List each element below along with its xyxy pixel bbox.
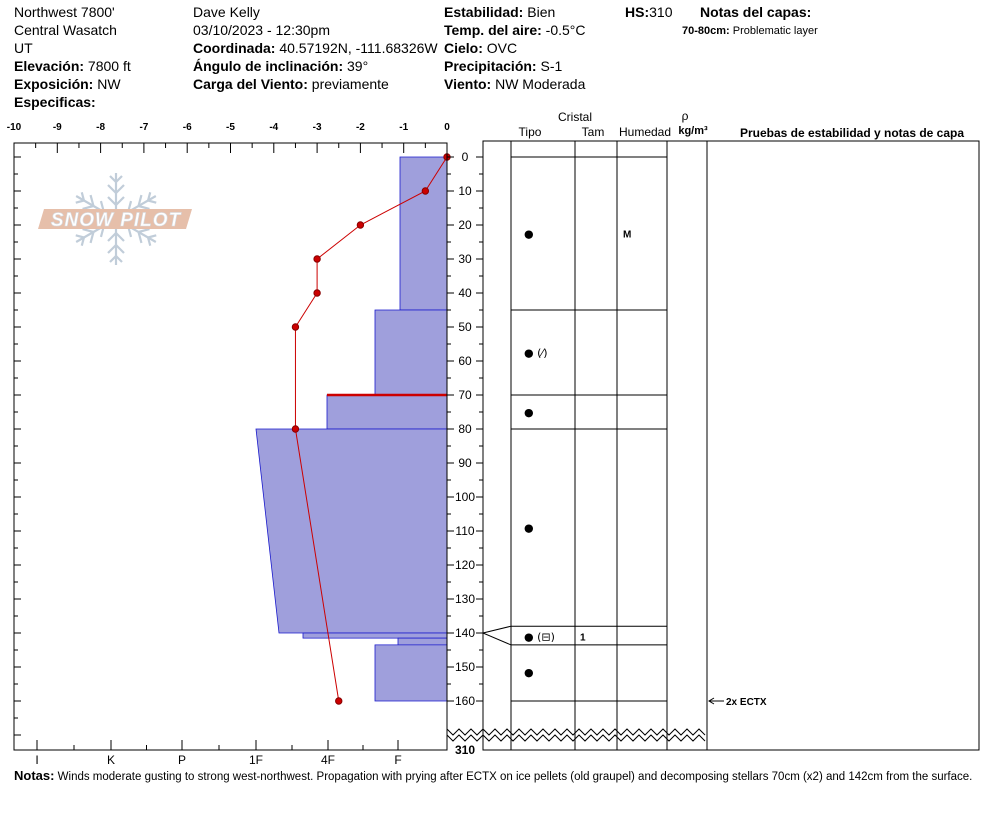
crystal-type: ● (524, 666, 534, 679)
aspect-line: Exposición: NW (14, 76, 121, 92)
weather-block: Estabilidad: Bien Temp. del aire: -0.5°C… (444, 3, 586, 93)
temp-tick-label: -6 (183, 122, 192, 133)
temperature-point (291, 323, 300, 331)
density-unit-header: kg/m³ (678, 125, 708, 137)
temperature-point (291, 425, 300, 433)
depth-tick-label: 120 (455, 558, 475, 572)
depth-tick-label: 50 (458, 320, 472, 334)
depth-tick-label: 150 (455, 660, 475, 674)
depth-tick-label: 0 (462, 150, 469, 164)
test-arrowhead (708, 697, 715, 705)
crystal-type: ● (524, 522, 534, 535)
stability-line: Estabilidad: Bien (444, 4, 556, 20)
snowpilot-logo: SNOW PILOT (38, 173, 192, 267)
hardness-layer (255, 428, 448, 634)
logo-text: SNOW PILOT (51, 210, 182, 231)
specifics-line: Especificas: (14, 94, 96, 110)
hardness-tick-label: K (107, 753, 115, 767)
temperature-point (313, 289, 321, 297)
hardness-layer (326, 394, 448, 430)
depth-tick-label: 100 (455, 490, 475, 504)
location: Northwest 7800' (14, 4, 115, 20)
datetime: 03/10/2023 - 12:30pm (193, 22, 330, 38)
sky-line: Cielo: OVC (444, 40, 518, 56)
depth-tick-label: 130 (455, 592, 475, 606)
air-temp-line: Temp. del aire: -0.5°C (444, 22, 586, 38)
location-block: Northwest 7800' Central Wasatch UT Eleva… (14, 3, 131, 111)
temperature-point (313, 255, 321, 263)
depth-tick-label: 60 (458, 354, 472, 368)
hardness-tick-label: P (178, 753, 186, 767)
temp-tick-label: -8 (96, 122, 105, 133)
temperature-point (421, 187, 430, 195)
hardness-tick-label: I (35, 753, 38, 767)
temp-tick-label: 0 (444, 122, 450, 133)
depth-tick-label: 160 (455, 694, 475, 708)
layer-notes-label: Notas del capas: (700, 4, 812, 20)
hardness-layer (397, 637, 448, 646)
slope-line: Ángulo de inclinación: 39° (193, 58, 369, 74)
depth-tick-label: 70 (458, 388, 472, 402)
elevation-line: Elevación: 7800 ft (14, 58, 131, 74)
crystal-size: 1 (580, 632, 586, 643)
crystal-type: ● (524, 228, 534, 241)
depth-tick-label: 10 (458, 184, 472, 198)
temp-tick-label: -1 (399, 122, 408, 133)
depth-bottom-label: 310 (455, 743, 475, 757)
depth-break-line (446, 734, 706, 742)
size-header: Tam (582, 125, 605, 139)
hardness-tick-label: F (394, 753, 401, 767)
temp-tick-label: -9 (53, 122, 62, 133)
depth-tick-label: 80 (458, 422, 472, 436)
wind-line: Viento: NW Moderada (444, 76, 586, 92)
depth-tick-label: 20 (458, 218, 472, 232)
depth-break-line (446, 728, 706, 736)
hardness-tick-label: 4F (321, 753, 335, 767)
coord-line: Coordinada: 40.57192N, -111.68326W (193, 40, 438, 56)
range: Central Wasatch (14, 22, 117, 38)
hs-line: HS:310 (625, 4, 673, 20)
rho-header: ρ (682, 109, 689, 123)
temp-tick-label: -10 (7, 122, 22, 133)
temp-tick-label: -4 (269, 122, 278, 133)
crystal-type: ● (⊟) (524, 630, 555, 643)
depth-tick-label: 40 (458, 286, 472, 300)
depth-tick-label: 140 (455, 626, 475, 640)
temp-tick-label: -3 (313, 122, 322, 133)
wind-load-line: Carga del Viento: previamente (193, 76, 389, 92)
hardness-layer (374, 309, 448, 396)
hardness-tick-label: 1F (249, 753, 263, 767)
temperature-point (335, 697, 343, 705)
type-header: Tipo (519, 125, 542, 139)
crystal-header: Cristal (558, 110, 592, 124)
depth-tick-label: 90 (458, 456, 472, 470)
observer: Dave Kelly (193, 4, 260, 20)
hardness-layer (399, 156, 448, 311)
layer-connector (482, 625, 512, 634)
hardness-layer (374, 644, 448, 702)
moisture-header: Humedad (619, 125, 671, 139)
notes: Notas: Winds moderate gusting to strong … (14, 768, 973, 783)
layer-note: 70-80cm: Problematic layer (682, 25, 818, 37)
crystal-type: ● (⁄) (524, 347, 548, 360)
test-label: 2x ECTX (726, 697, 767, 708)
temperature-point (356, 221, 365, 229)
observer-block: Dave Kelly 03/10/2023 - 12:30pm Coordina… (193, 3, 438, 93)
crystal-table-frame (482, 140, 980, 751)
temp-tick-label: -5 (226, 122, 235, 133)
layer-connector (482, 632, 512, 646)
depth-tick-label: 30 (458, 252, 472, 266)
notes-text: Winds moderate gusting to strong west-no… (57, 771, 973, 783)
temp-tick-label: -7 (139, 122, 148, 133)
hardness-layer (302, 632, 448, 639)
precip-line: Precipitación: S-1 (444, 58, 563, 74)
crystal-moisture: M (623, 230, 631, 241)
crystal-type: ● (524, 406, 534, 419)
tests-header: Pruebas de estabilidad y notas de capa (740, 126, 964, 140)
state: UT (14, 40, 33, 56)
temperature-line (294, 156, 448, 702)
depth-tick-label: 110 (455, 524, 474, 538)
temp-tick-label: -2 (356, 122, 365, 133)
